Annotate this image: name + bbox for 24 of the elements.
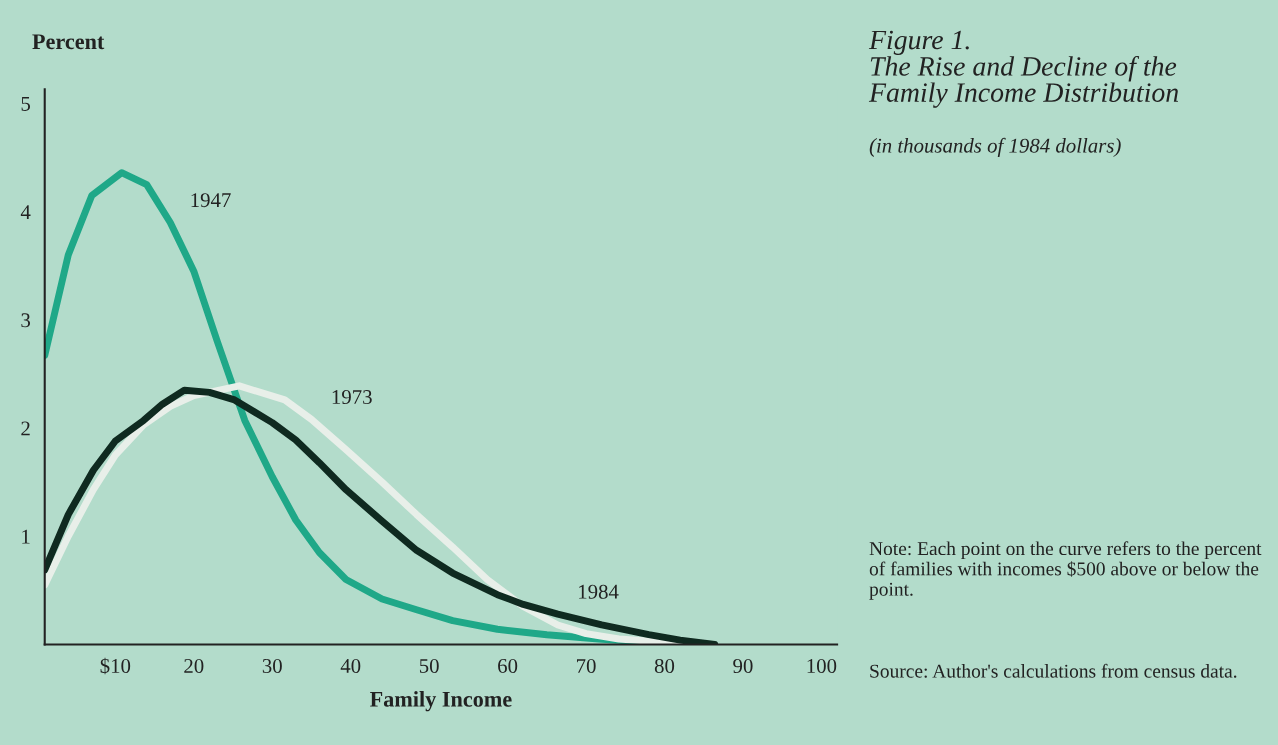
x-tick-label: 50 [419, 658, 439, 673]
x-tick-label: 60 [498, 658, 518, 673]
x-axis-title: Family Income [370, 691, 512, 712]
x-tick-label: 80 [654, 658, 675, 673]
x-tick-label: $10 [100, 657, 131, 675]
x-tick-label: 70 [577, 658, 596, 673]
text: (in thousands of 1984 dollars) [869, 137, 1121, 157]
y-tick-label: 5 [21, 97, 31, 111]
x-tick-label: 40 [340, 658, 361, 673]
x-tick-label: 100 [807, 658, 837, 673]
series-label: 1973 [332, 390, 372, 405]
text: Note: Each point on the curve refers to the percent of families with incomes $500 above or below the point. [869, 541, 1262, 600]
series-label: 1984 [579, 584, 619, 599]
source-note: Source: Author's calculations from census data. [870, 663, 1237, 678]
x-tick-label: 30 [262, 658, 282, 673]
x-tick-label: 20 [184, 658, 204, 673]
y-tick-label: 2 [21, 421, 30, 436]
x-tick-label: 90 [733, 658, 753, 673]
y-tick-label: 3 [21, 313, 31, 328]
y-tick-label: 4 [20, 205, 31, 219]
series-label: 1947 [191, 193, 231, 208]
y-axis-title: Percent [32, 34, 105, 50]
y-tick-label: 1 [22, 529, 30, 544]
text: Figure 1. The Rise and Decline of the Family Income Distribution [868, 30, 1179, 108]
